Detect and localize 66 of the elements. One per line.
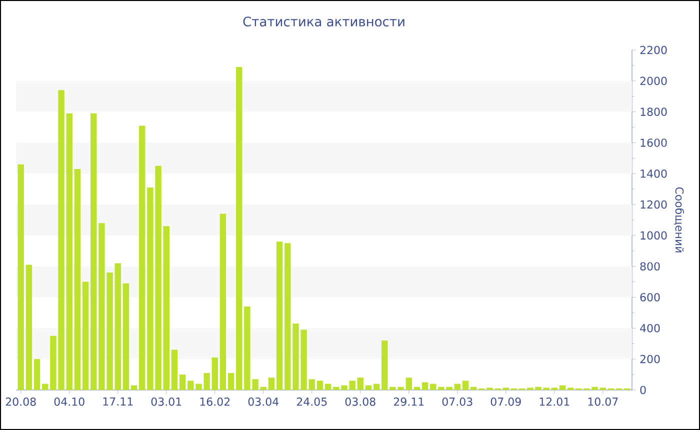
x-tick-label: 03.01: [151, 398, 182, 406]
y-tick-label: 400: [640, 324, 660, 332]
bar: [373, 384, 380, 390]
bar: [139, 126, 146, 390]
y-tick-label: 0: [640, 386, 646, 394]
bar: [114, 263, 121, 390]
bar: [26, 264, 32, 390]
bar: [406, 378, 412, 390]
bar: [462, 380, 469, 390]
x-tick-label: 24.05: [296, 398, 327, 406]
y-tick-label: 1200: [640, 200, 667, 209]
bar: [454, 384, 460, 390]
x-tick-label: 03.08: [345, 398, 376, 406]
y-tick-label: 1400: [640, 169, 667, 178]
x-tick-label: 04.10: [54, 398, 84, 406]
bar: [382, 340, 388, 390]
bar: [333, 386, 340, 390]
y-tick-label: 2200: [640, 46, 667, 54]
x-tick-label: 07.03: [442, 398, 472, 406]
bar: [268, 378, 275, 390]
bar: [74, 168, 81, 390]
x-tick-label: 12.01: [540, 398, 570, 406]
bar: [90, 113, 97, 390]
bar: [18, 164, 24, 390]
bar: [422, 382, 428, 390]
bar: [559, 385, 566, 390]
bar: [188, 380, 194, 390]
bar: [276, 242, 283, 390]
y-tick-label: 1600: [640, 138, 667, 147]
y-tick-label: 200: [640, 354, 660, 364]
y-tick-label: 800: [640, 262, 660, 271]
bar: [284, 243, 291, 390]
bar: [324, 384, 332, 390]
bar: [130, 385, 138, 390]
x-tick-label: 03.04: [248, 398, 278, 406]
chart-title: Статистика активности: [243, 16, 404, 26]
bar: [34, 359, 40, 390]
y-tick-label: 1800: [640, 108, 667, 116]
x-tick-label: 10.07: [588, 398, 618, 406]
bar: [260, 386, 266, 390]
bar: [163, 226, 170, 390]
y-tick-label: 1000: [640, 231, 667, 240]
bar: [220, 214, 226, 390]
bar: [66, 113, 72, 390]
bar: [236, 66, 242, 390]
bar: [212, 358, 218, 390]
x-tick-label: 07.09: [490, 398, 521, 406]
bar: [308, 379, 315, 390]
bar: [42, 384, 48, 390]
bar: [316, 380, 324, 390]
bar: [82, 282, 89, 390]
x-tick-label: 29.11: [394, 398, 424, 406]
y-axis-title: Сообщений: [674, 187, 684, 252]
bar: [365, 385, 372, 390]
x-tick-label: 16.02: [200, 398, 230, 406]
y-tick-label: 2000: [640, 76, 667, 86]
bar: [122, 283, 130, 390]
bar: [470, 386, 477, 390]
y-tick-label: 600: [640, 293, 660, 302]
x-tick-label: 17.11: [103, 398, 133, 406]
bar: [414, 386, 420, 390]
bar: [171, 350, 178, 390]
bar: [179, 374, 186, 390]
bar: [228, 372, 234, 390]
x-tick-label: 20.08: [6, 398, 36, 406]
bar: [357, 378, 364, 390]
